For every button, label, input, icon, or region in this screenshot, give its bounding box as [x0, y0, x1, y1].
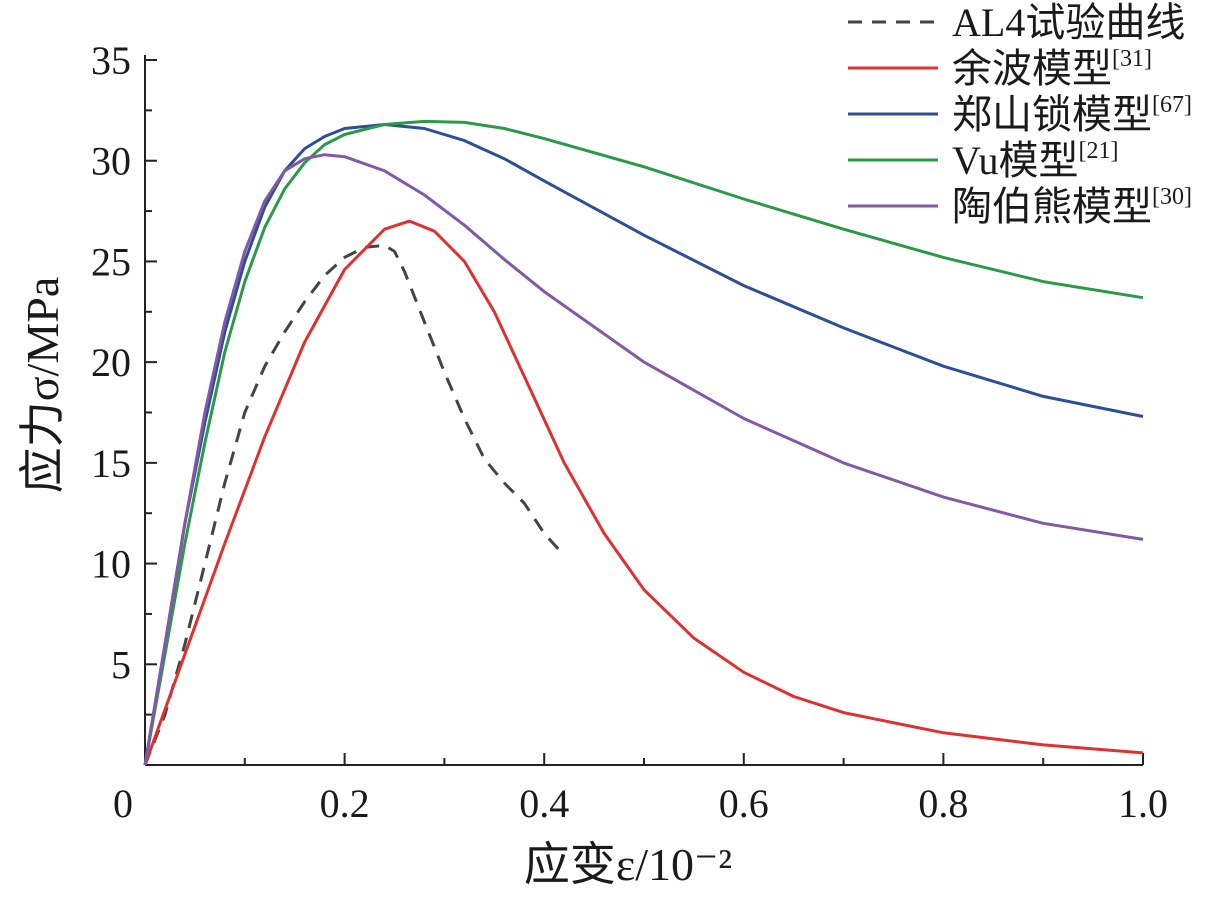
legend-label-5: 陶伯熊模型[30]	[952, 184, 1192, 229]
y-tick-label: 10	[91, 542, 131, 587]
y-axis-title: 应力σ/MPa	[17, 277, 68, 493]
x-tick-label: 1.0	[1118, 781, 1168, 826]
legend-label-2: 余波模型[31]	[952, 46, 1152, 91]
plot-area	[143, 119, 1144, 766]
y-tick-label: 35	[91, 38, 131, 83]
legend-ref-2: [31]	[1112, 46, 1152, 72]
y-tick-label: 30	[91, 139, 131, 184]
x-tick-label: 0.8	[918, 781, 968, 826]
legend-label-4: Vu模型[21]	[952, 138, 1118, 183]
x-axis-title: 应变ε/10⁻²	[524, 839, 732, 890]
series-line-5	[143, 153, 1144, 766]
series-line-1	[143, 243, 566, 766]
y-tick-label: 15	[91, 441, 131, 486]
x-tick-label: 0.4	[519, 781, 569, 826]
legend: AL4试验曲线余波模型[31]郑山锁模型[67]Vu模型[21]陶伯熊模型[30…	[848, 0, 1192, 229]
x-tick-label: 0.6	[719, 781, 769, 826]
y-tick-label: 25	[91, 239, 131, 284]
series-line-2	[143, 219, 1144, 766]
series-line-3	[143, 123, 1144, 766]
series-line-4	[143, 119, 1144, 766]
y-tick-label: 5	[111, 642, 131, 687]
legend-label-1: AL4试验曲线	[952, 0, 1185, 45]
legend-label-3: 郑山锁模型[67]	[952, 92, 1192, 137]
y-tick-label: 20	[91, 340, 131, 385]
legend-ref-3: [67]	[1152, 92, 1192, 118]
legend-ref-4: [21]	[1078, 138, 1118, 164]
x-tick-label: 0.2	[320, 781, 370, 826]
x-tick-label: 0	[113, 781, 133, 826]
legend-ref-5: [30]	[1152, 184, 1192, 210]
axes: 5 10 15 20 25 30 35 0 0.2 0.4 0.6 0.8 1.0	[91, 38, 1168, 826]
